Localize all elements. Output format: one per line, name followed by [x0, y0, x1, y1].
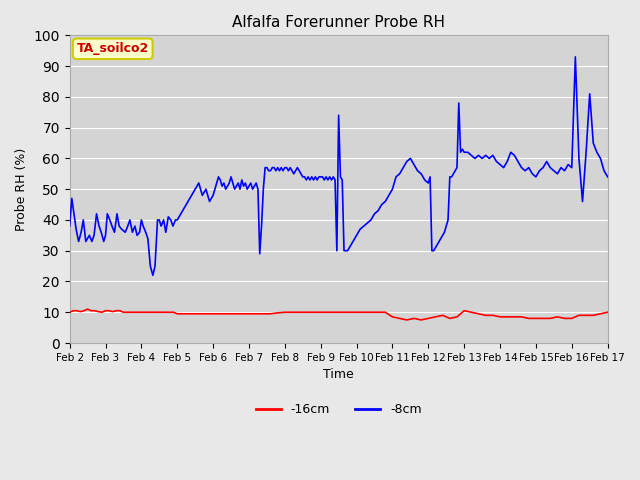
Title: Alfalfa Forerunner Probe RH: Alfalfa Forerunner Probe RH — [232, 15, 445, 30]
Y-axis label: Probe RH (%): Probe RH (%) — [15, 147, 28, 231]
Text: TA_soilco2: TA_soilco2 — [77, 42, 149, 55]
Legend: -16cm, -8cm: -16cm, -8cm — [251, 398, 427, 421]
X-axis label: Time: Time — [323, 368, 354, 381]
